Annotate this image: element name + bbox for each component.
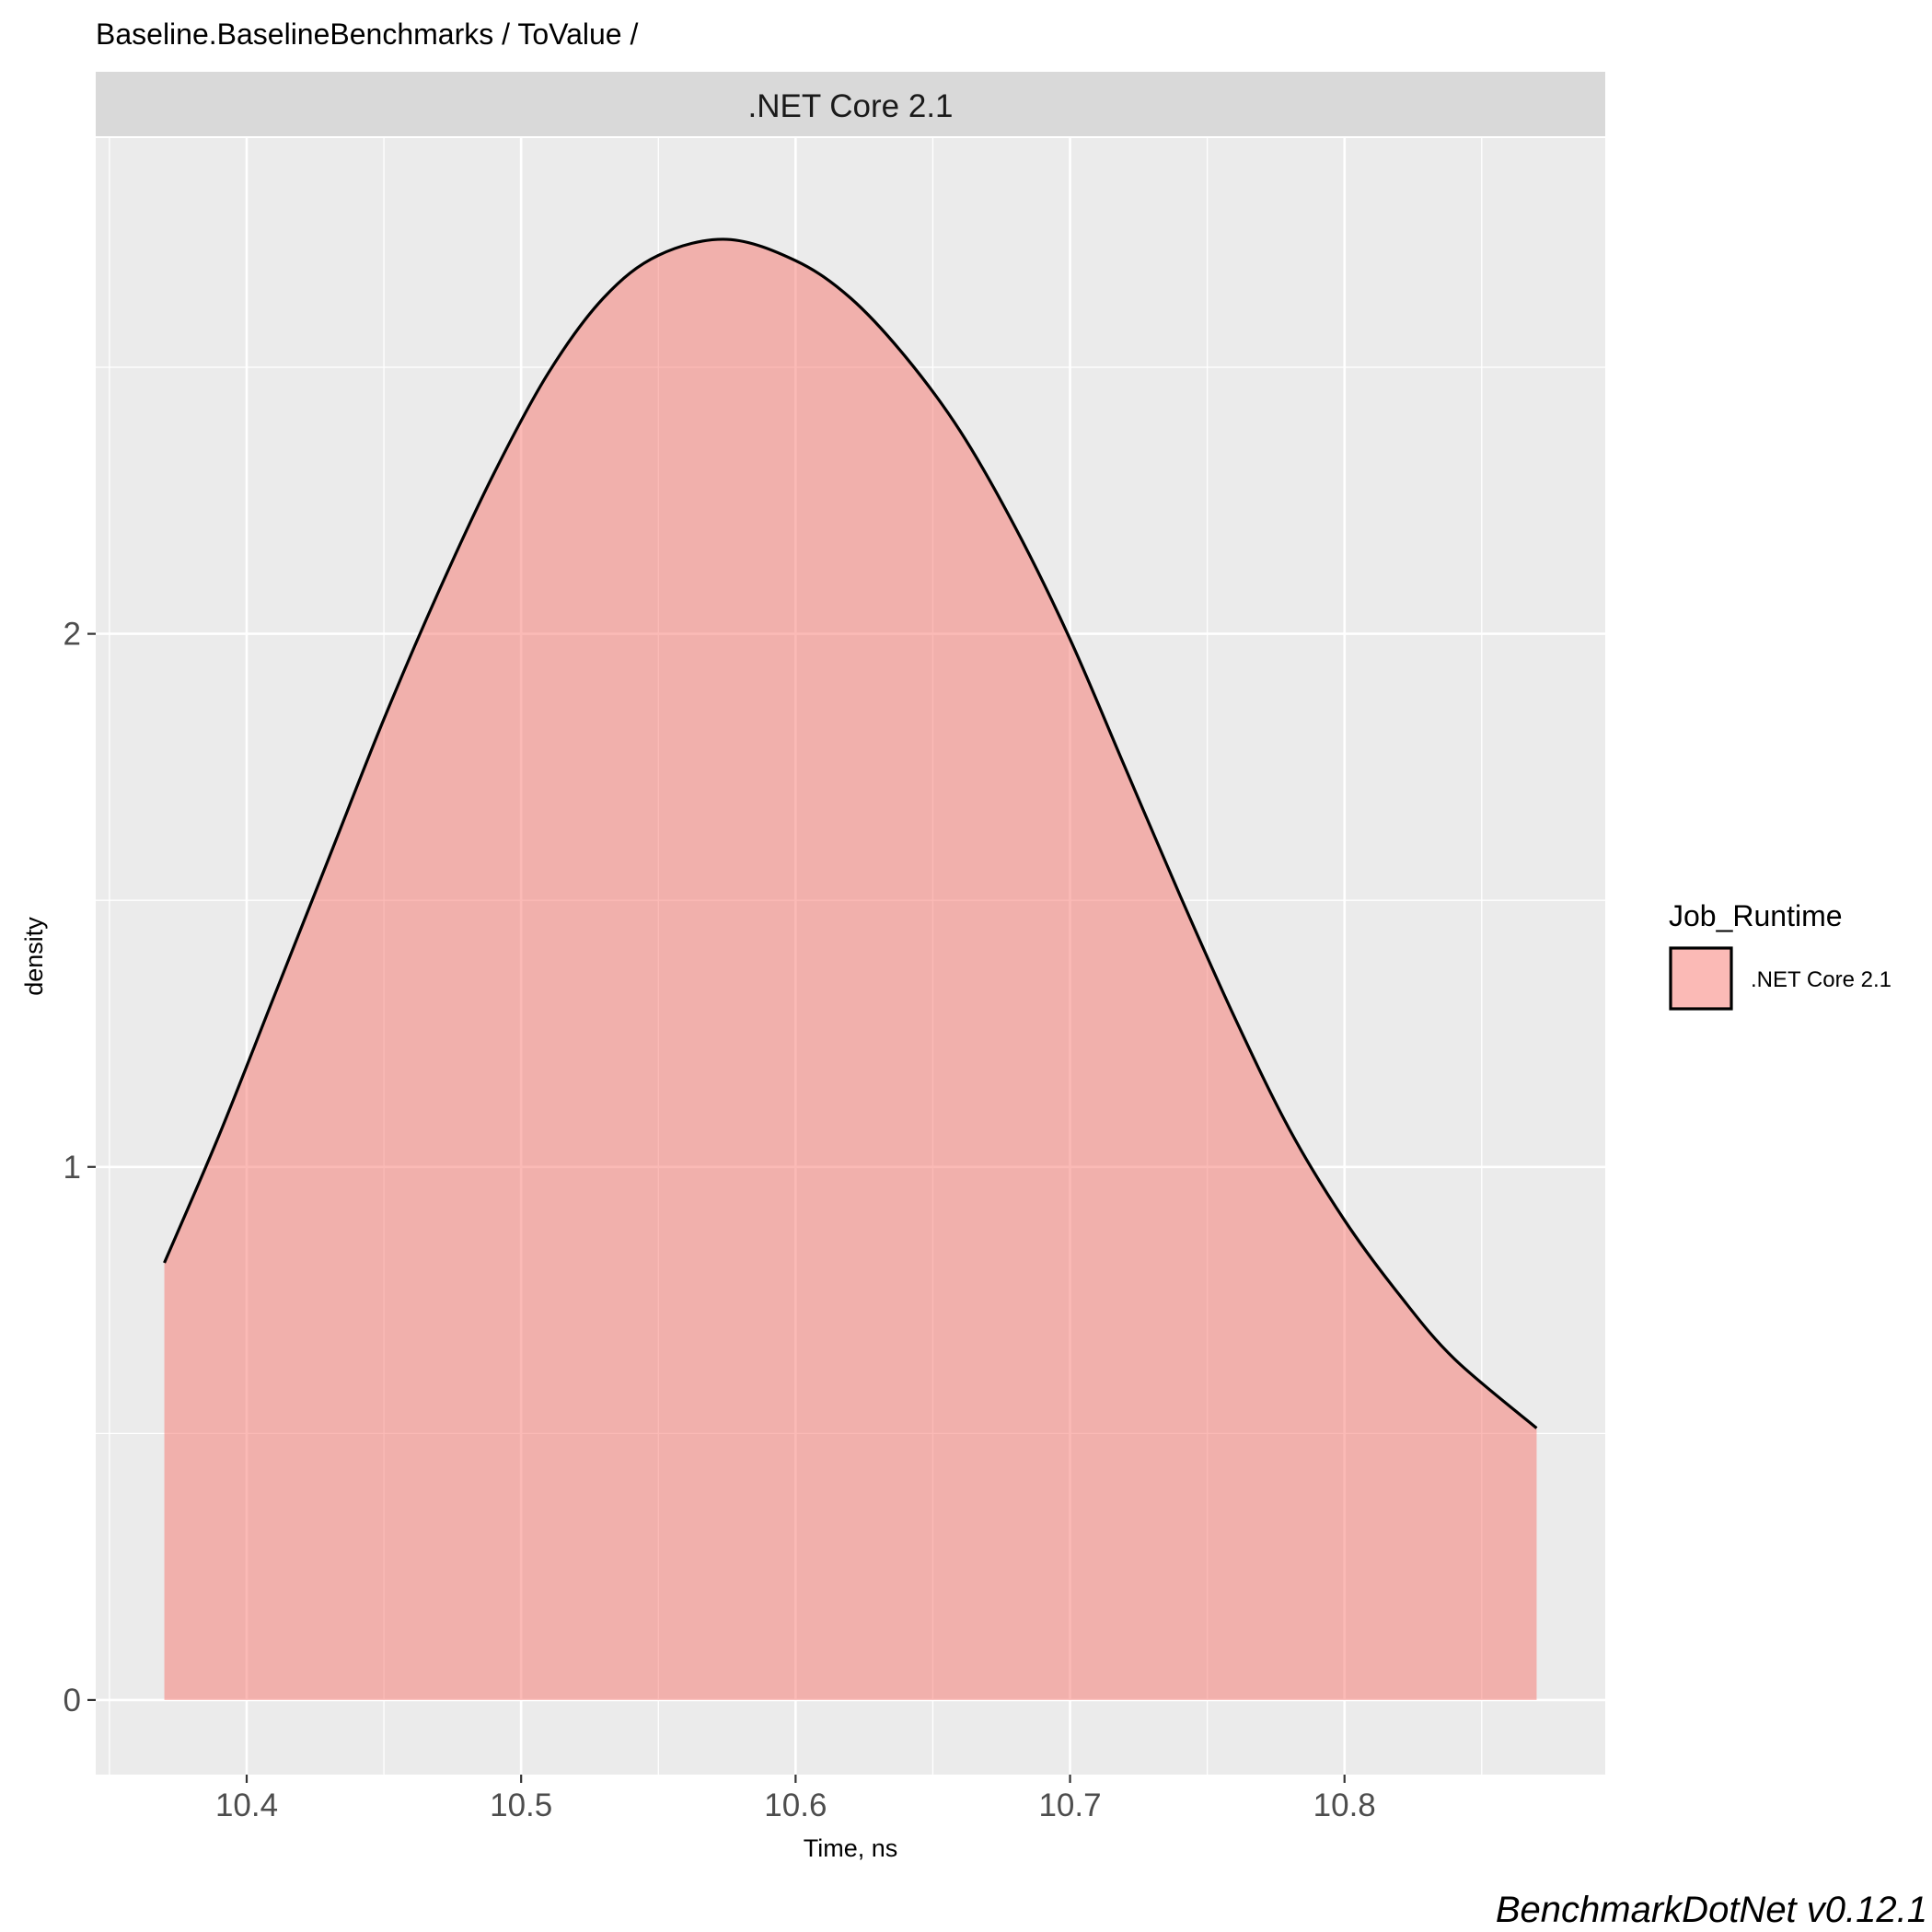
plot-title: Baseline.BaselineBenchmarks / ToValue /: [96, 17, 638, 51]
legend-label: .NET Core 2.1: [1751, 967, 1892, 992]
facet-strip: [96, 72, 1605, 136]
y-tick-label: 1: [64, 1150, 81, 1186]
x-tick-label: 10.6: [764, 1787, 827, 1823]
caption: BenchmarkDotNet v0.12.1: [1496, 1890, 1927, 1930]
density-area-0: [164, 238, 1537, 1700]
density-line-0: [163, 237, 1538, 1429]
legend-key-swatch: [1669, 946, 1733, 1011]
x-tick-label: 10.8: [1313, 1787, 1376, 1823]
facet-strip-label: .NET Core 2.1: [747, 88, 953, 124]
legend-title: Job_Runtime: [1669, 899, 1843, 932]
y-tick-label: 2: [64, 617, 81, 653]
x-tick-label: 10.5: [490, 1787, 552, 1823]
y-axis-title: density: [20, 917, 48, 996]
y-tick-label: 0: [64, 1683, 81, 1718]
axes: 10.4 10.5 10.6 10.7 10.8 0 1 2: [64, 617, 1376, 1823]
x-tick-label: 10.7: [1038, 1787, 1101, 1823]
series-layer: [163, 237, 1538, 1700]
x-axis-title: Time, ns: [804, 1834, 898, 1862]
x-tick-label: 10.4: [215, 1787, 278, 1823]
